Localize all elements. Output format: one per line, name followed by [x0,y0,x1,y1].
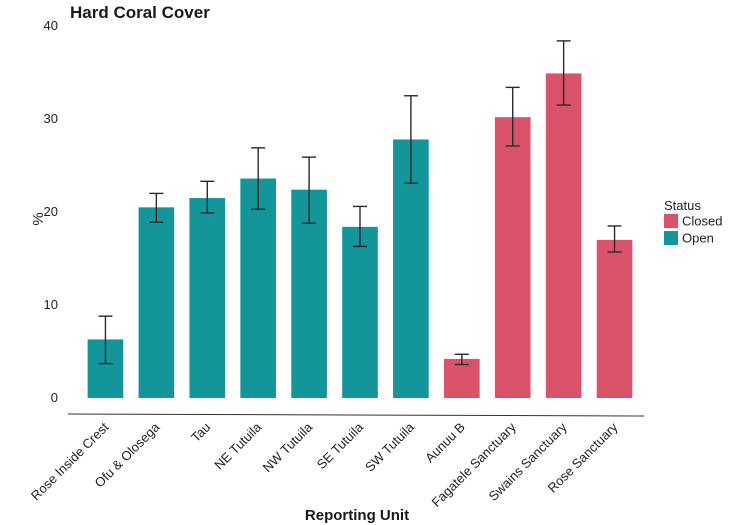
error-bar [505,86,520,147]
x-axis-title: Reporting Unit [305,507,409,524]
x-tick-label: SE Tutuila [314,419,367,472]
y-axis-title: % [30,212,47,225]
legend-label: Closed [682,214,722,229]
legend-title: Status [664,198,701,213]
legend-label: Open [682,231,714,246]
y-tick-label: 10 [44,297,58,312]
y-tick-label: 20 [44,204,58,219]
bar [545,73,582,399]
error-bar [200,180,215,214]
x-tick-label: NW Tutuila [260,419,316,475]
y-tick-label: 30 [44,111,58,126]
error-bar [454,353,469,366]
x-tick-label: SW Tutuila [362,419,418,475]
bar [494,117,531,398]
bar [138,207,175,398]
bar [342,226,378,398]
bar [291,189,327,398]
x-tick-label: Tau [188,420,213,445]
x-tick-label: Aunuu B [422,420,468,466]
legend: Status Closed Open [664,198,722,246]
x-tick-label: Fagatele Sanctuary [429,419,520,510]
error-bar [607,225,622,253]
error-bar [403,95,418,184]
x-tick-label: Rose Inside Crest [28,419,112,503]
bar [596,239,633,398]
bar [444,358,480,398]
legend-swatch [664,214,678,228]
bar [189,198,226,398]
legend-swatch [664,231,678,245]
y-tick-label: 0 [51,390,58,405]
error-bar [251,147,266,210]
x-axis-line [67,413,645,417]
chart-title: Hard Coral Cover [70,3,210,22]
x-tick-label: NE Tutuila [211,419,265,473]
bar [240,178,276,398]
bars-group [87,73,633,399]
error-bars-group [98,40,622,366]
error-bar [556,40,571,106]
error-bar [98,315,113,365]
y-tick-label: 40 [44,18,58,33]
error-bar [302,156,317,224]
y-axis: 0 10 20 30 40 [44,18,58,405]
error-bar [353,205,367,248]
error-bar [149,192,164,223]
